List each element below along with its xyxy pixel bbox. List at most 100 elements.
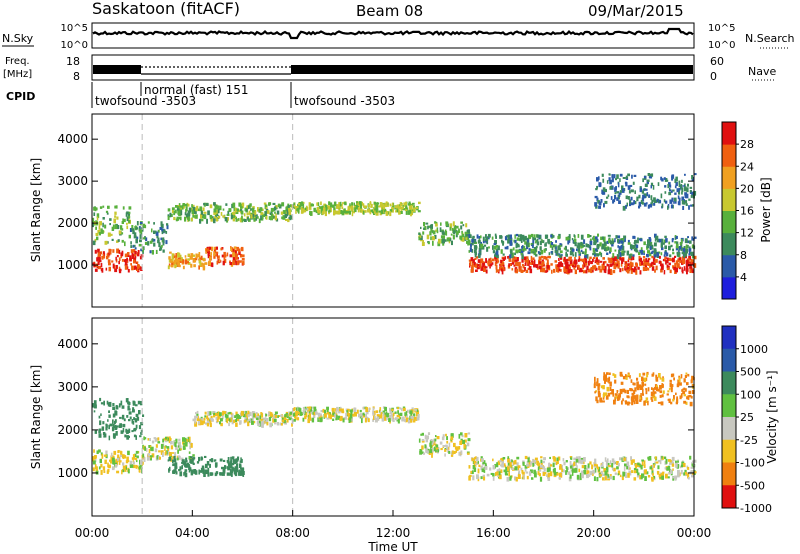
power-echo-cell bbox=[601, 266, 605, 269]
power-echo-cell bbox=[160, 223, 164, 229]
power-echo-cell bbox=[104, 224, 107, 229]
power-echo-cell bbox=[581, 251, 585, 254]
power-echo-cell bbox=[643, 250, 645, 256]
power-echo-cell bbox=[184, 260, 188, 265]
power-echo-cell bbox=[115, 258, 118, 263]
power-echo-cell bbox=[571, 238, 574, 241]
velocity-echo-cell bbox=[221, 415, 224, 420]
power-echo-cell bbox=[675, 260, 679, 265]
velocity-echo-cell bbox=[146, 456, 150, 461]
velocity-echo-cell bbox=[483, 476, 486, 481]
power-echo-cell bbox=[615, 178, 617, 181]
power-echo-cell bbox=[352, 210, 355, 214]
power-echo-cell bbox=[116, 216, 119, 220]
velocity-echo-cell bbox=[550, 471, 553, 477]
velocity-echo-cell bbox=[642, 474, 645, 477]
power-echo-cell bbox=[681, 251, 685, 255]
velocity-echo-cell bbox=[347, 408, 350, 412]
power-echo-cell bbox=[440, 235, 444, 239]
velocity-echo-cell bbox=[578, 456, 581, 461]
velocity-echo-cell bbox=[114, 410, 117, 415]
velocity-echo-cell bbox=[604, 476, 607, 481]
velocity-y-tick-label: 3000 bbox=[57, 380, 88, 394]
power-echo-cell bbox=[668, 192, 672, 196]
power-echo-cell bbox=[693, 191, 697, 196]
power-echo-cell bbox=[646, 202, 648, 205]
power-echo-cell bbox=[633, 174, 637, 177]
velocity-echo-cell bbox=[544, 472, 547, 475]
velocity-echo-cell bbox=[448, 442, 451, 448]
power-echo-cell bbox=[544, 248, 547, 251]
power-echo-cell bbox=[626, 266, 629, 271]
power-echo-cell bbox=[265, 208, 269, 211]
velocity-echo-cell bbox=[184, 442, 188, 447]
velocity-echo-cell bbox=[497, 474, 500, 478]
velocity-echo-cell bbox=[604, 374, 607, 378]
power-colorbar-swatch bbox=[722, 232, 736, 256]
power-echo-cell bbox=[578, 265, 580, 270]
velocity-echo-cell bbox=[458, 446, 461, 450]
power-echo-cell bbox=[554, 260, 558, 263]
power-echo-cell bbox=[484, 265, 487, 269]
velocity-echo-cell bbox=[575, 458, 579, 463]
velocity-echo-cell bbox=[652, 388, 655, 393]
power-echo-cell bbox=[448, 239, 452, 242]
power-echo-cell bbox=[621, 267, 624, 272]
power-echo-cell bbox=[465, 223, 468, 228]
power-echo-cell bbox=[131, 252, 134, 256]
power-echo-cell bbox=[182, 259, 185, 264]
power-echo-cell bbox=[541, 255, 544, 259]
power-echo-cell bbox=[245, 209, 248, 212]
velocity-echo-cell bbox=[374, 415, 376, 420]
power-echo-cell bbox=[566, 237, 570, 240]
velocity-echo-cell bbox=[472, 470, 474, 475]
power-echo-cell bbox=[493, 243, 497, 246]
power-echo-cell bbox=[494, 257, 497, 260]
velocity-echo-cell bbox=[431, 442, 434, 446]
power-echo-cell bbox=[134, 247, 137, 250]
power-echo-cell bbox=[549, 255, 551, 259]
velocity-echo-cell bbox=[219, 412, 222, 417]
power-echo-cell bbox=[460, 235, 463, 241]
power-echo-cell bbox=[381, 205, 383, 210]
velocity-echo-cell bbox=[453, 442, 456, 448]
velocity-echo-cell bbox=[468, 465, 471, 469]
power-echo-cell bbox=[532, 248, 535, 252]
power-echo-cell bbox=[192, 214, 195, 218]
velocity-echo-cell bbox=[205, 470, 208, 475]
power-echo-cell bbox=[118, 261, 120, 265]
power-echo-cell bbox=[178, 211, 181, 216]
velocity-echo-cell bbox=[301, 412, 304, 416]
power-echo-cell bbox=[637, 237, 639, 241]
power-echo-cell bbox=[524, 259, 528, 262]
velocity-echo-cell bbox=[517, 465, 521, 469]
velocity-echo-cell bbox=[619, 388, 623, 394]
power-echo-cell bbox=[536, 266, 539, 270]
power-echo-cell bbox=[441, 230, 445, 235]
power-echo-cell bbox=[261, 214, 264, 220]
power-echo-cell bbox=[517, 245, 520, 248]
power-echo-cell bbox=[100, 268, 103, 272]
velocity-echo-cell bbox=[374, 417, 378, 423]
velocity-echo-cell bbox=[571, 472, 574, 476]
power-echo-cell bbox=[469, 247, 472, 252]
velocity-echo-cell bbox=[182, 440, 185, 445]
power-echo-cell bbox=[693, 173, 697, 176]
velocity-echo-cell bbox=[477, 468, 480, 474]
velocity-echo-cell bbox=[406, 409, 409, 413]
power-echo-cell bbox=[482, 236, 485, 242]
power-echo-cell bbox=[579, 258, 583, 262]
velocity-echo-cell bbox=[600, 385, 604, 389]
power-echo-cell bbox=[349, 205, 352, 209]
velocity-echo-cell bbox=[548, 467, 551, 472]
power-echo-cell bbox=[487, 236, 490, 240]
velocity-echo-cell bbox=[361, 416, 364, 420]
velocity-echo-cell bbox=[297, 406, 299, 412]
velocity-echo-cell bbox=[388, 414, 392, 420]
power-echo-cell bbox=[115, 265, 118, 269]
power-echo-cell bbox=[651, 173, 654, 177]
velocity-echo-cell bbox=[283, 415, 287, 421]
velocity-echo-cell bbox=[303, 408, 306, 412]
power-echo-cell bbox=[436, 230, 439, 234]
velocity-echo-cell bbox=[146, 447, 148, 452]
